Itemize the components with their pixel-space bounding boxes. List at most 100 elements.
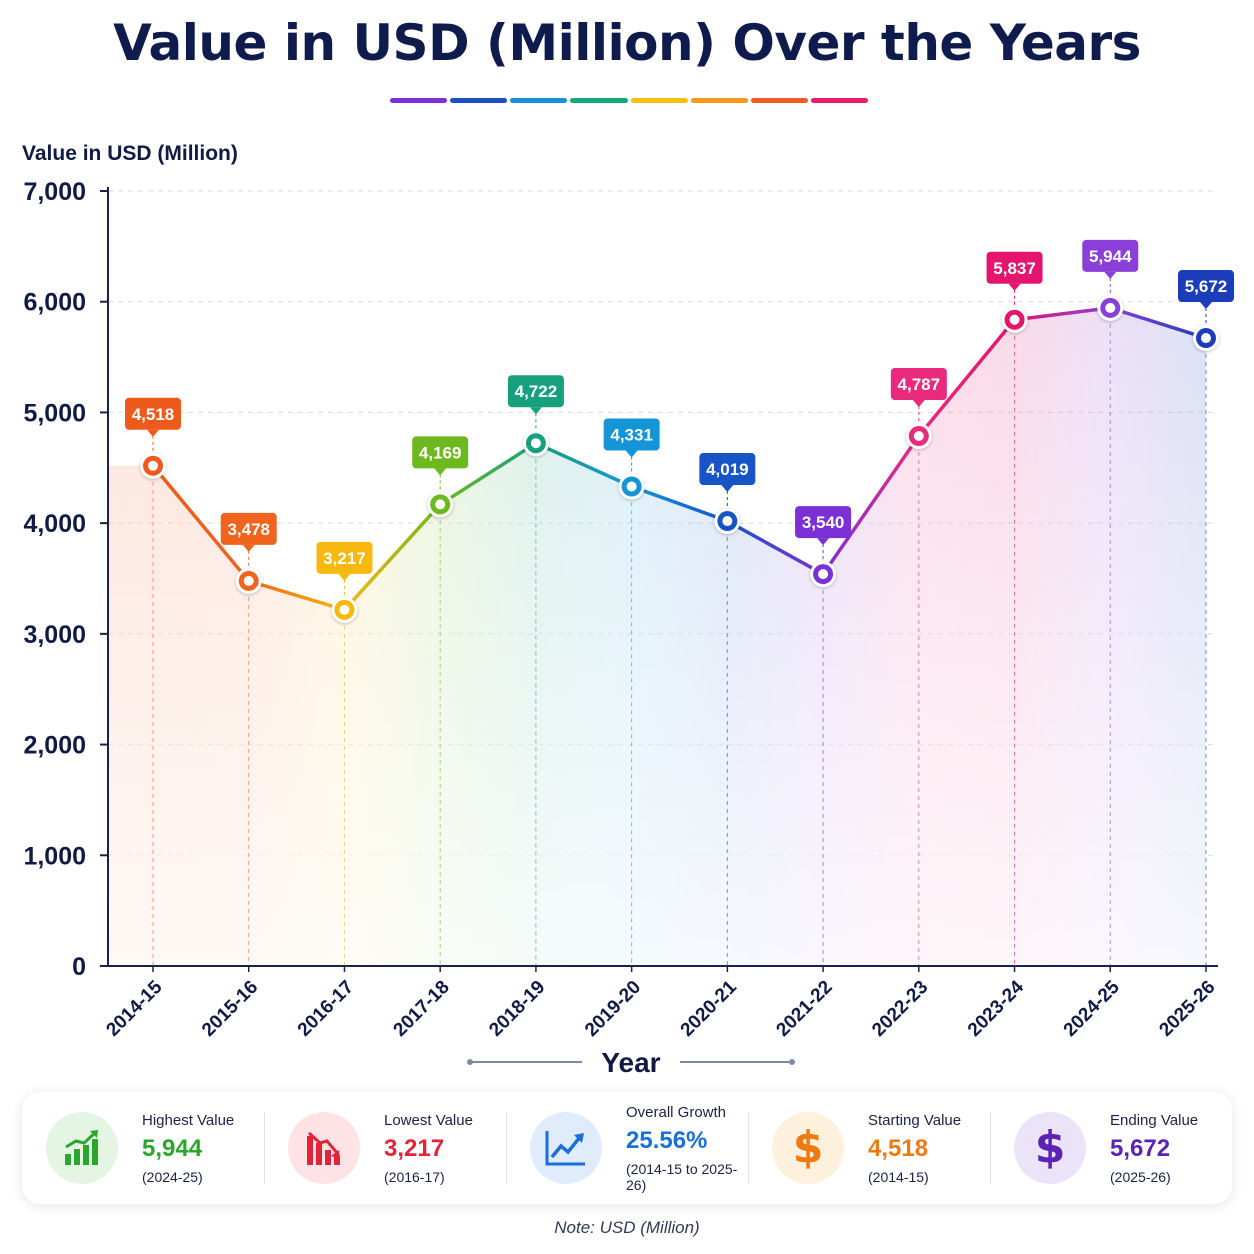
data-label-pointer bbox=[1104, 271, 1117, 279]
y-axis-label: Value in USD (Million) bbox=[22, 142, 238, 165]
title-underline-segment bbox=[750, 98, 808, 103]
data-point-center bbox=[722, 516, 733, 527]
data-point-center bbox=[626, 481, 637, 492]
data-label: 5,837 bbox=[993, 259, 1036, 278]
title-underline-segment bbox=[630, 98, 688, 103]
data-label-box bbox=[412, 436, 469, 469]
card-highest-value: Highest Value 5,944 (2024-25) bbox=[22, 1092, 264, 1204]
card-starting-value: $ Starting Value 4,518 (2014-15) bbox=[748, 1092, 990, 1204]
card-label: Starting Value bbox=[868, 1111, 962, 1129]
data-label-box bbox=[1082, 239, 1139, 272]
chart-title: Value in USD (Million) Over the Years bbox=[113, 14, 1141, 72]
data-label-box bbox=[507, 375, 564, 408]
data-point-center bbox=[530, 438, 541, 449]
x-tick-label: 2015-16 bbox=[198, 977, 262, 1041]
x-tick-label: 2019-20 bbox=[581, 977, 645, 1041]
data-label-pointer bbox=[625, 450, 638, 458]
title-underline-segment bbox=[810, 98, 868, 103]
y-tick-label: 7,000 bbox=[23, 178, 86, 206]
y-tick-label: 6,000 bbox=[23, 289, 86, 317]
y-tick-label: 1,000 bbox=[23, 842, 86, 870]
data-label-pointer bbox=[1008, 283, 1021, 291]
card-value: 4,518 bbox=[868, 1134, 929, 1162]
data-label-box bbox=[1178, 270, 1234, 303]
area-fade bbox=[108, 307, 1206, 966]
card-sub: (2025-26) bbox=[1110, 1168, 1171, 1185]
x-tick-label: 2021-22 bbox=[772, 977, 836, 1041]
data-label: 5,944 bbox=[1089, 247, 1132, 266]
x-tick-label: 2014-15 bbox=[102, 976, 166, 1040]
title-underline-segment bbox=[510, 98, 568, 103]
data-label-box bbox=[316, 541, 373, 574]
data-label-pointer bbox=[242, 544, 255, 552]
data-label-pointer bbox=[1200, 302, 1212, 310]
data-label-pointer bbox=[817, 538, 830, 546]
card-ending-value: $ Ending Value 5,672 (2025-26) bbox=[990, 1092, 1232, 1204]
line-chart: 0 1,000 2,000 3,000 4,000 5,000 6,000 7,000 Valu… bbox=[22, 142, 1234, 1078]
dollar-icon: $ bbox=[772, 1112, 844, 1184]
data-point-center bbox=[1201, 333, 1211, 344]
data-label: 3,217 bbox=[323, 549, 366, 568]
x-label-dot-left bbox=[467, 1059, 473, 1065]
bar-chart-down-icon bbox=[288, 1112, 360, 1184]
data-label: 4,019 bbox=[706, 460, 749, 479]
data-label-box bbox=[795, 506, 852, 539]
title-underline-segment bbox=[390, 98, 448, 103]
data-label-box bbox=[603, 418, 660, 451]
card-label: Lowest Value bbox=[384, 1111, 473, 1129]
data-label: 3,540 bbox=[802, 513, 845, 532]
data-point-center bbox=[243, 575, 254, 586]
data-point-center bbox=[435, 499, 446, 510]
data-label-pointer bbox=[338, 573, 351, 581]
data-label-box bbox=[699, 453, 756, 486]
y-tick-label: 3,000 bbox=[23, 621, 86, 649]
data-point-center bbox=[913, 431, 924, 442]
chart-note: Note: USD (Million) bbox=[554, 1218, 700, 1237]
data-label: 4,722 bbox=[515, 382, 558, 401]
data-label: 4,787 bbox=[898, 375, 941, 394]
data-label-box bbox=[890, 368, 947, 401]
x-tick-label: 2025-26 bbox=[1155, 977, 1219, 1041]
title-underline-segment bbox=[450, 98, 508, 103]
data-label-pointer bbox=[912, 400, 925, 408]
x-tick-label: 2018-19 bbox=[485, 977, 549, 1041]
trend-line-icon bbox=[530, 1112, 602, 1184]
y-tick-label: 4,000 bbox=[23, 510, 86, 538]
y-tick-label: 0 bbox=[72, 953, 86, 981]
data-label: 4,331 bbox=[610, 425, 653, 444]
x-axis-label: Year bbox=[601, 1047, 660, 1078]
card-label: Overall Growth bbox=[626, 1103, 727, 1121]
card-sub: (2014-15 to 2025-26) bbox=[626, 1160, 738, 1193]
title-underline-segment bbox=[570, 98, 628, 103]
data-point-center bbox=[1105, 302, 1116, 313]
series-line bbox=[151, 306, 1207, 612]
x-tick-label: 2024-25 bbox=[1060, 976, 1124, 1040]
card-value: 3,217 bbox=[384, 1134, 445, 1162]
x-tick-label: 2016-17 bbox=[294, 977, 358, 1041]
data-label: 4,518 bbox=[132, 405, 175, 424]
data-label-pointer bbox=[721, 485, 734, 493]
card-label: Ending Value bbox=[1110, 1111, 1199, 1129]
x-label-dot-right bbox=[789, 1059, 795, 1065]
card-lowest-value: Lowest Value 3,217 (2016-17) bbox=[264, 1092, 506, 1204]
card-label: Highest Value bbox=[142, 1111, 235, 1129]
data-label: 3,478 bbox=[227, 520, 270, 539]
data-point-center bbox=[148, 460, 158, 471]
summary-cards: Highest Value 5,944 (2024-25) Lowest Val… bbox=[22, 1092, 1232, 1204]
data-label: 5,672 bbox=[1185, 277, 1228, 296]
card-sub: (2016-17) bbox=[384, 1168, 445, 1185]
card-value: 25.56% bbox=[626, 1126, 708, 1154]
card-overall-growth: Overall Growth 25.56% (2014-15 to 2025-2… bbox=[506, 1092, 748, 1204]
x-tick-label: 2017-18 bbox=[390, 977, 454, 1041]
data-point-center bbox=[818, 569, 829, 580]
data-point-center bbox=[1009, 314, 1020, 325]
card-sub: (2024-25) bbox=[142, 1168, 203, 1185]
title-underline-segment bbox=[690, 98, 748, 103]
card-value: 5,672 bbox=[1110, 1134, 1171, 1162]
card-value: 5,944 bbox=[142, 1134, 203, 1162]
data-label-pointer bbox=[434, 468, 447, 476]
data-label: 4,169 bbox=[419, 443, 462, 462]
data-label-box bbox=[986, 251, 1043, 284]
y-tick-label: 2,000 bbox=[23, 732, 86, 760]
